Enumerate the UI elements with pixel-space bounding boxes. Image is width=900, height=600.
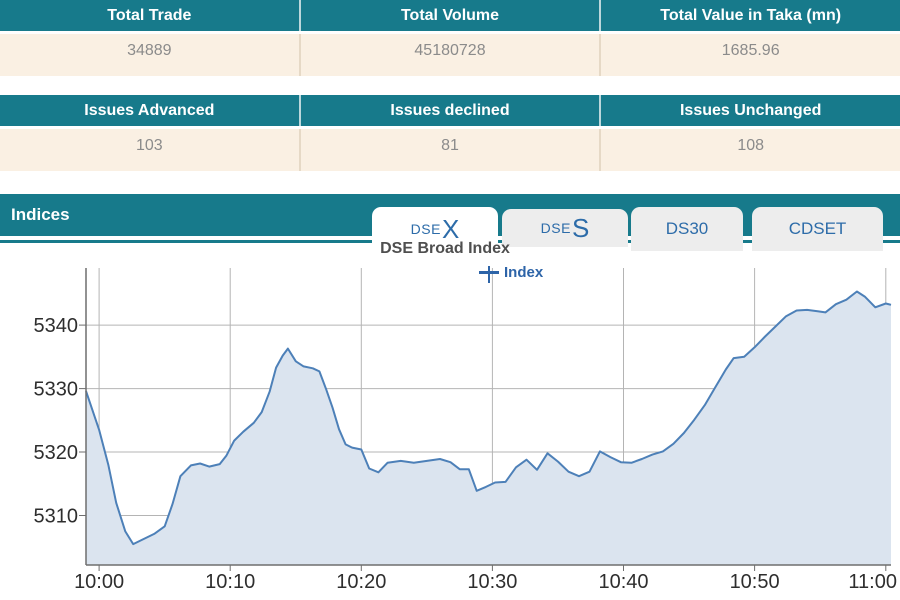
x-axis-tick-labels: 10:00 10:10 10:20 10:30 10:40 10:50 11:00 — [74, 571, 897, 593]
svg-text:10:00: 10:00 — [74, 571, 124, 593]
tab-dsex-label-suffix: X — [441, 213, 460, 244]
legend-line-marker-icon — [479, 266, 499, 283]
tab-dses[interactable]: DSE S — [502, 209, 628, 247]
issues-declined-header: Issues declined — [298, 95, 600, 126]
issues-unchanged-header: Issues Unchanged — [599, 95, 900, 126]
tab-cdset[interactable]: CDSET — [752, 207, 883, 251]
issues-table: Issues Advanced Issues declined Issues U… — [0, 95, 900, 171]
issues-unchanged-value: 108 — [599, 129, 900, 171]
summary-table: Total Trade Total Volume Total Value in … — [0, 0, 900, 76]
tab-dses-label-suffix: S — [571, 213, 590, 243]
tab-dsex[interactable]: DSE X — [372, 207, 498, 250]
tab-cdset-label: CDSET — [788, 219, 847, 238]
svg-text:10:20: 10:20 — [336, 571, 386, 593]
svg-text:10:50: 10:50 — [730, 571, 780, 593]
index-series-line — [85, 290, 892, 546]
legend-series-label: Index — [504, 264, 544, 281]
svg-text:10:40: 10:40 — [598, 571, 648, 593]
issues-declined-value: 81 — [298, 129, 600, 171]
total-value-value: 1685.96 — [599, 34, 900, 76]
svg-text:10:10: 10:10 — [205, 571, 255, 593]
total-value-header: Total Value in Taka (mn) — [599, 0, 900, 31]
issues-advanced-value: 103 — [135, 137, 163, 154]
issues-table-header-row: Issues Advanced Issues declined Issues U… — [0, 95, 900, 126]
svg-text:5340: 5340 — [34, 315, 79, 337]
svg-text:5320: 5320 — [34, 442, 79, 464]
svg-text:11:00: 11:00 — [848, 571, 897, 593]
issues-advanced-header: Issues Advanced — [84, 101, 215, 119]
total-volume-header: Total Volume — [298, 0, 600, 31]
index-series-area — [86, 291, 891, 565]
total-trade-value: 34889 — [127, 42, 172, 59]
svg-text:5330: 5330 — [34, 379, 79, 401]
summary-table-header-row: Total Trade Total Volume Total Value in … — [0, 0, 900, 31]
indices-title: Indices — [11, 205, 70, 224]
summary-table-value-row: 34889 45180728 1685.96 — [0, 34, 900, 76]
tab-ds30-label: DS30 — [665, 219, 709, 238]
y-axis-tick-labels: 5310 5320 5330 5340 — [34, 315, 79, 527]
total-volume-value: 45180728 — [298, 34, 600, 76]
tab-dsex-label-prefix: DSE — [410, 220, 441, 237]
svg-text:10:30: 10:30 — [467, 571, 517, 593]
chart-legend[interactable]: Index — [479, 264, 544, 283]
issues-table-value-row: 103 81 108 — [0, 129, 900, 171]
tab-dses-label-prefix: DSE — [540, 220, 571, 236]
chart-axes — [85, 268, 891, 566]
svg-text:5310: 5310 — [34, 506, 79, 528]
total-trade-header: Total Trade — [107, 6, 192, 24]
tab-ds30[interactable]: DS30 — [631, 207, 743, 251]
